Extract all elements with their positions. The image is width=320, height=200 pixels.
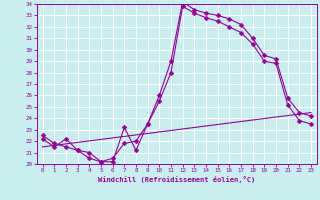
X-axis label: Windchill (Refroidissement éolien,°C): Windchill (Refroidissement éolien,°C) <box>98 176 255 183</box>
